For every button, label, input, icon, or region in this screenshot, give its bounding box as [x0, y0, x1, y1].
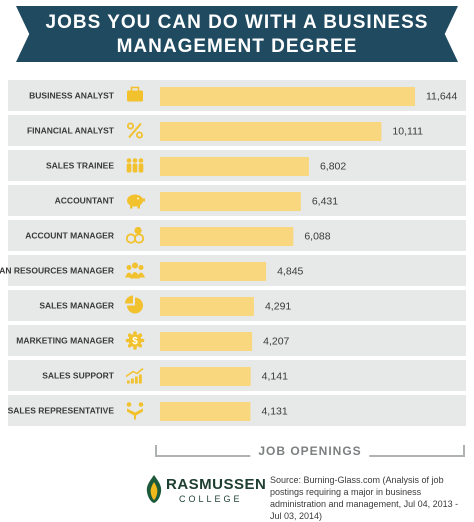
bar-row: MARKETING MANAGER $4,207: [8, 325, 466, 356]
category-label: ACCOUNT MANAGER: [25, 231, 114, 241]
logo-college: COLLEGE: [179, 494, 243, 504]
bar: [160, 297, 254, 316]
bar-row: HUMAN RESOURCES MANAGER 4,845: [0, 255, 466, 286]
category-label: FINANCIAL ANALYST: [27, 126, 115, 136]
value-label: 4,207: [263, 336, 289, 348]
bar-row: SALES SUPPORT 4,141: [8, 360, 466, 391]
briefcase-icon: [127, 86, 143, 102]
logo-name: RASMUSSEN: [166, 476, 267, 493]
people-icon: [126, 158, 144, 173]
value-label: 4,845: [277, 266, 303, 278]
source-note: Source: Burning-Glass.com (Analysis of j…: [270, 475, 459, 521]
category-label: MARKETING MANAGER: [16, 336, 114, 346]
bar-row: ACCOUNT MANAGER 6,088: [8, 220, 466, 251]
category-label: SALES REPRESENTATIVE: [8, 406, 115, 416]
bar: [160, 402, 251, 421]
rasmussen-logo: RASMUSSEN COLLEGE: [145, 474, 267, 510]
category-label: SALES MANAGER: [39, 301, 114, 311]
bar: [160, 227, 294, 246]
title-line-2: MANAGEMENT DEGREE: [116, 36, 358, 57]
title-line-1: JOBS YOU CAN DO WITH A BUSINESS: [45, 12, 429, 33]
value-label: 10,111: [392, 126, 423, 138]
percent-icon: [127, 122, 143, 139]
category-label: SALES SUPPORT: [42, 371, 115, 381]
bar: [160, 157, 309, 176]
bar-row: FINANCIAL ANALYST 10,111: [8, 115, 466, 146]
category-label: ACCOUNTANT: [55, 196, 115, 206]
bar: [160, 87, 415, 106]
bar: [160, 262, 267, 281]
value-label: 4,131: [261, 406, 287, 418]
category-label: BUSINESS ANALYST: [29, 91, 115, 101]
growth-chart-icon: [125, 367, 144, 384]
bar-row: ACCOUNTANT 6,431: [8, 185, 466, 216]
piggy-bank-icon: [127, 194, 145, 209]
handshake-icon: [126, 402, 144, 420]
bar-row: BUSINESS ANALYST 11,644: [8, 80, 466, 111]
bar: [160, 192, 301, 211]
bar: [160, 367, 251, 386]
category-label: HUMAN RESOURCES MANAGER: [0, 266, 114, 276]
x-axis-title: JOB OPENINGS: [155, 441, 465, 465]
value-label: 4,291: [265, 301, 291, 313]
flame-icon: [146, 475, 162, 503]
x-axis-label: JOB OPENINGS: [250, 444, 370, 458]
bar: [160, 332, 253, 351]
bar: [160, 122, 382, 141]
dollar-gear-icon: $: [125, 331, 145, 350]
pie-chart-icon: [125, 295, 143, 314]
value-label: 4,141: [262, 371, 288, 383]
value-label: 11,644: [426, 91, 457, 103]
value-label: 6,088: [304, 231, 330, 243]
bar-row: SALES REPRESENTATIVE 4,131: [8, 395, 466, 426]
coins-icon: [125, 226, 145, 244]
value-label: 6,431: [312, 196, 338, 208]
svg-text:$: $: [132, 336, 138, 347]
group-icon: [125, 262, 145, 279]
title-banner: JOBS YOU CAN DO WITH A BUSINESS MANAGEME…: [16, 6, 458, 62]
bar-row: SALES MANAGER 4,291: [8, 290, 466, 321]
bar-row: SALES TRAINEE 6,802: [8, 150, 466, 181]
category-label: SALES TRAINEE: [46, 161, 114, 171]
value-label: 6,802: [320, 161, 346, 173]
bar-chart: BUSINESS ANALYST 11,644 FINANCIAL ANALYST 1…: [0, 80, 466, 426]
